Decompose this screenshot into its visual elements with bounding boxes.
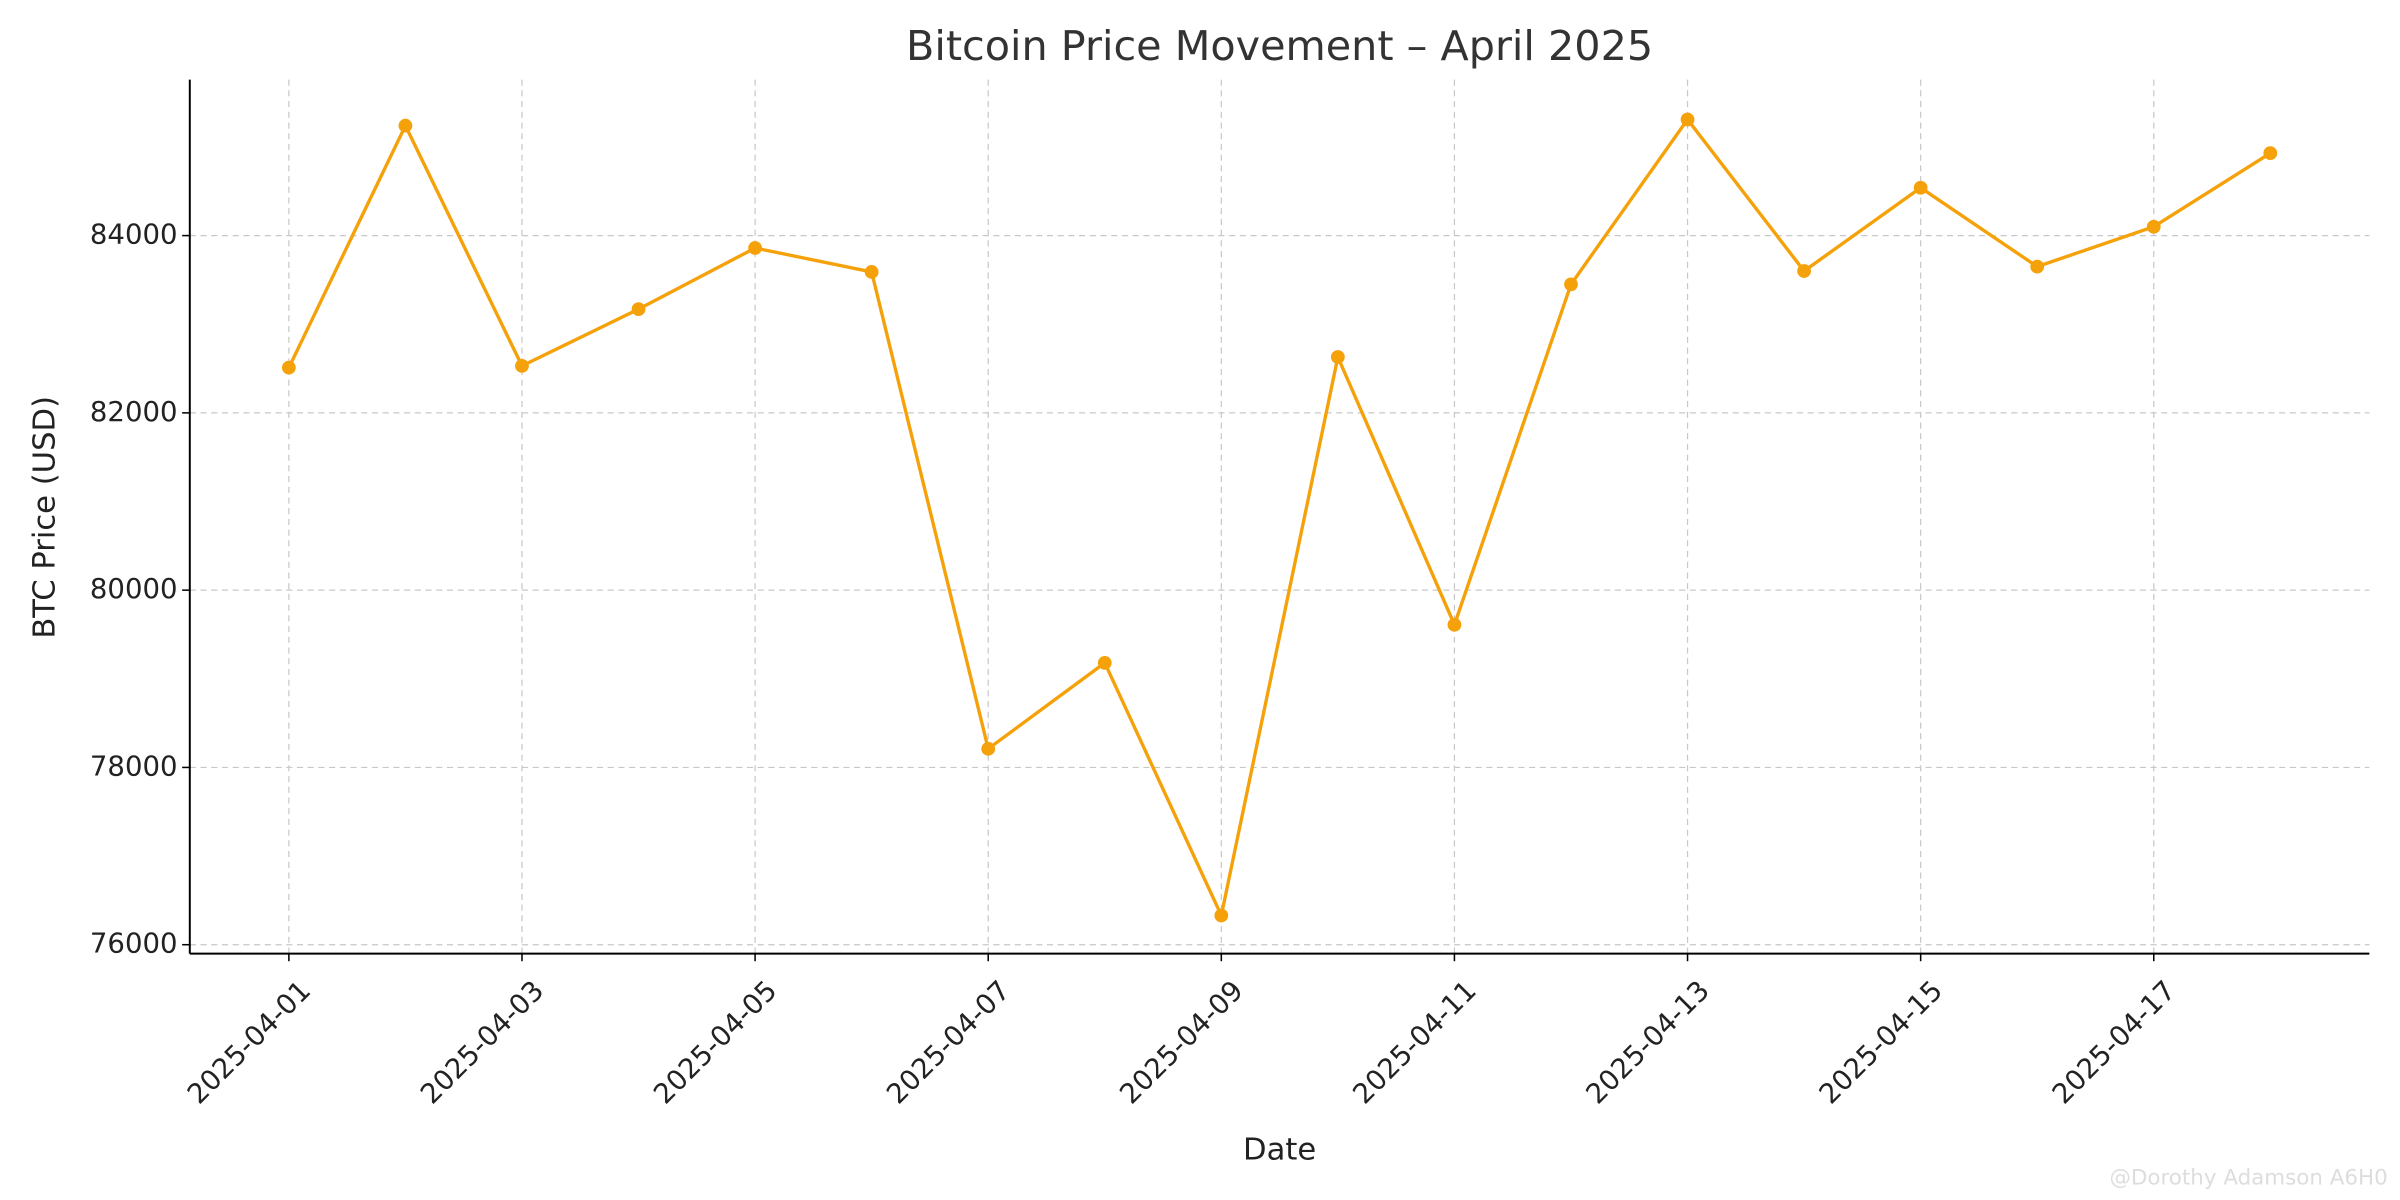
point — [281, 360, 296, 375]
y-tick-label: 76000 — [90, 928, 178, 960]
x-tick-label: 2025-04-13 — [1580, 975, 1716, 1111]
x-tick-label: 2025-04-11 — [1347, 975, 1483, 1111]
x-tick-label: 2025-04-07 — [881, 975, 1017, 1111]
point — [1097, 655, 1112, 670]
line — [287, 116, 2272, 921]
y-axis-label: BTC Price (USD) — [27, 396, 62, 639]
point — [515, 359, 529, 373]
x-tick-label: 2025-04-17 — [2046, 975, 2182, 1111]
point — [398, 118, 413, 133]
y-tick-label: 80000 — [90, 573, 178, 605]
point — [631, 302, 646, 317]
point — [2030, 259, 2045, 274]
x-tick-label: 2025-04-05 — [648, 975, 784, 1111]
point — [2263, 146, 2278, 161]
chart-title: Bitcoin Price Movement – April 2025 — [906, 22, 1653, 70]
point — [748, 241, 762, 255]
watermark: @Dorothy Adamson A6H0 — [2109, 1166, 2387, 1191]
x-tick-label: 2025-04-09 — [1114, 975, 1250, 1111]
point — [864, 265, 879, 279]
x-tick-label: 2025-04-01 — [181, 975, 317, 1111]
point — [1680, 112, 1695, 127]
x-tick-label: 2025-04-03 — [414, 975, 550, 1111]
point — [1797, 264, 1811, 278]
point — [2146, 219, 2161, 234]
y-tick-label: 84000 — [90, 219, 178, 251]
point — [1214, 908, 1229, 923]
x-tick-label: 2025-04-15 — [1813, 975, 1949, 1111]
y-tick-label: 78000 — [90, 750, 178, 782]
point — [981, 741, 996, 756]
point — [1913, 180, 1928, 195]
x-axis-label: Date — [1243, 1133, 1316, 1168]
point — [1564, 277, 1578, 292]
y-tick-label: 82000 — [90, 396, 178, 428]
point — [1330, 350, 1345, 364]
point — [1447, 617, 1462, 632]
